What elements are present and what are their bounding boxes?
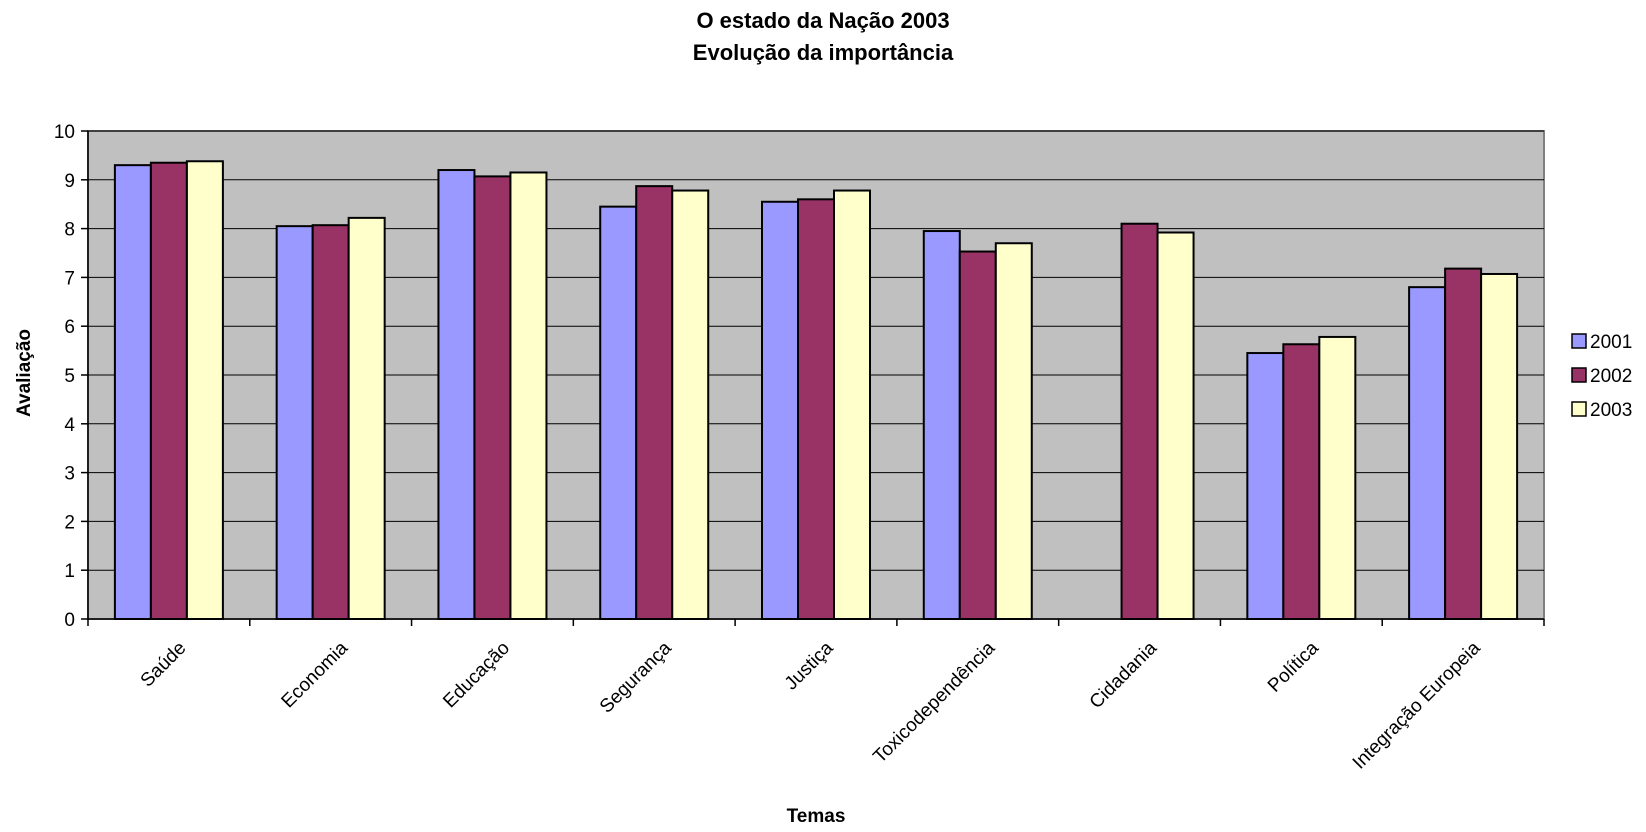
bar-2003-4	[833, 189, 871, 620]
x-tick-label: Cidadania	[1086, 637, 1162, 713]
y-tick-label: 3	[64, 464, 75, 485]
legend-swatch-2003	[1571, 401, 1587, 417]
x-tick-label: Política	[1264, 637, 1323, 696]
bar-2003-1	[347, 216, 386, 620]
x-tick-label: Saúde	[137, 638, 191, 692]
y-tick-label: 6	[64, 317, 75, 338]
bar-2001-0	[113, 164, 152, 620]
bar-2003-5	[994, 242, 1033, 621]
bar-2002-0	[149, 161, 188, 620]
bar-2002-5	[958, 250, 997, 620]
y-tick-label: 9	[64, 171, 75, 192]
legend-label-2001: 2001	[1590, 332, 1632, 353]
x-tick-labels: Saúde Economia Educação Segurança Justiça Tox…	[137, 637, 1485, 773]
axes	[81, 130, 1545, 626]
legend-label-2002: 2002	[1590, 366, 1632, 387]
bar-2001-8	[1408, 286, 1447, 620]
bar-2002-4	[797, 198, 835, 620]
bar-2002-1	[311, 224, 350, 621]
chart-subtitle: Evolução da importância	[693, 40, 954, 65]
bar-2002-8	[1444, 267, 1483, 620]
bar-2001-4	[761, 200, 799, 620]
bar-2002-3	[635, 185, 674, 620]
y-tick-label: 4	[64, 415, 75, 436]
bar-2002-2	[473, 175, 512, 620]
bar-2003-2	[509, 171, 548, 620]
x-tick-label: Integração Europeia	[1349, 637, 1485, 773]
bar-2003-6	[1156, 231, 1195, 620]
y-tick-label: 2	[64, 512, 75, 533]
bar-2001-1	[275, 225, 314, 620]
bar-2002-6	[1120, 222, 1159, 620]
y-tick-labels: 0 1 2 3 4 5 6 7 8 9 10	[54, 122, 76, 631]
x-tick-label: Toxicodependência	[869, 637, 999, 767]
x-tick-label: Educação	[439, 638, 514, 713]
bar-2003-3	[671, 189, 710, 620]
y-tick-label: 1	[64, 561, 75, 582]
chart-title: O estado da Nação 2003	[696, 8, 949, 33]
y-tick-label: 10	[54, 122, 75, 143]
legend-label-2003: 2003	[1590, 400, 1632, 421]
bar-2001-3	[599, 205, 638, 620]
bar-2003-8	[1480, 272, 1519, 620]
bar-2003-0	[185, 160, 224, 620]
bar-2001-5	[922, 230, 961, 620]
bar-2002-7	[1282, 343, 1321, 620]
y-tick-label: 0	[64, 610, 75, 631]
legend-swatch-2001	[1571, 333, 1587, 349]
legend: 2001 2002 2003	[1571, 332, 1632, 421]
bar-2001-2	[437, 169, 476, 620]
x-axis-title: Temas	[787, 806, 846, 827]
y-tick-label: 5	[64, 366, 75, 387]
y-tick-label: 8	[64, 220, 75, 241]
x-tick-label: Justiça	[781, 637, 838, 694]
bar-2001-7	[1246, 352, 1285, 620]
x-tick-label: Economia	[278, 637, 353, 712]
y-tick-label: 7	[64, 268, 75, 289]
x-tick-label: Segurança	[596, 637, 676, 717]
bar-2003-7	[1318, 335, 1357, 620]
y-axis-title: Avaliação	[14, 329, 35, 417]
legend-swatch-2002	[1571, 367, 1587, 383]
